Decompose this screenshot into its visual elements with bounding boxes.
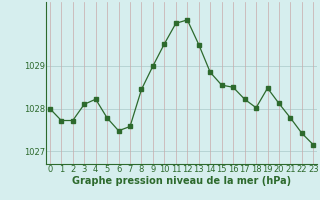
X-axis label: Graphe pression niveau de la mer (hPa): Graphe pression niveau de la mer (hPa) — [72, 176, 291, 186]
